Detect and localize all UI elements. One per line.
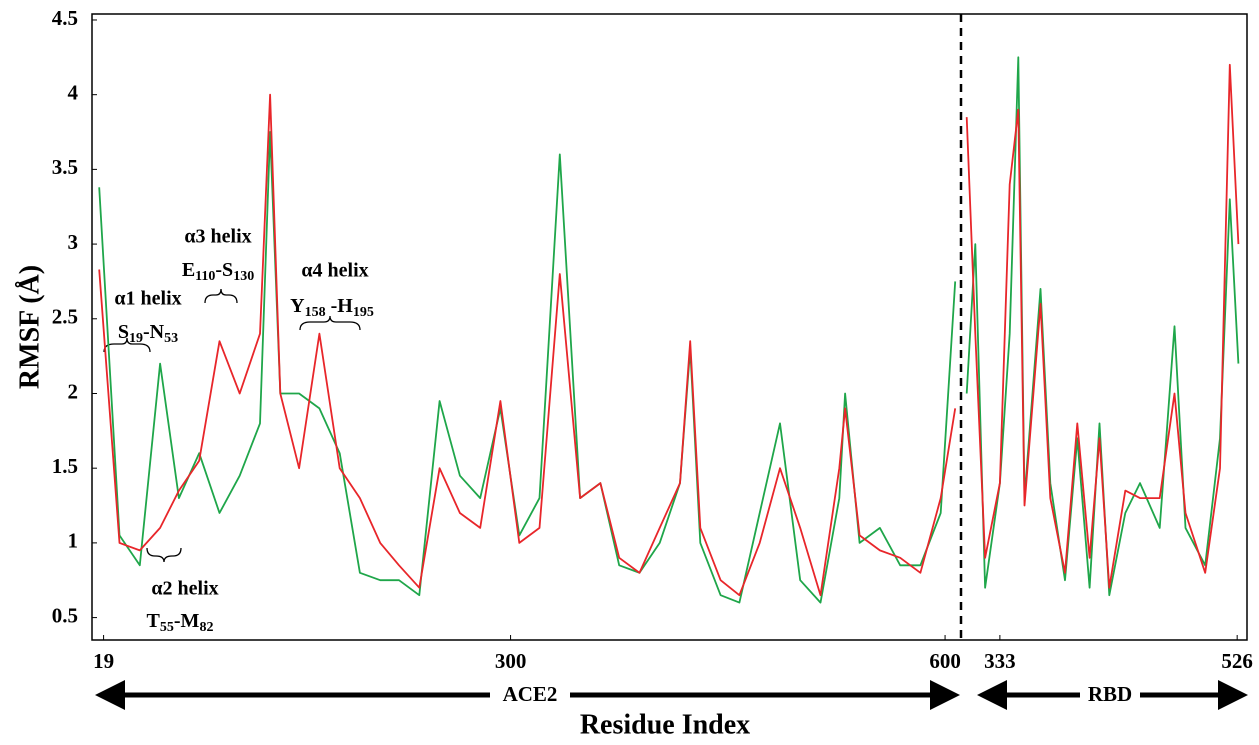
data-line [965,56,1240,597]
plot-frame [91,13,1248,641]
subscript: 82 [199,620,213,635]
range-text: Y [290,295,305,317]
y-axis-title: RMSF (Å) [14,265,45,389]
x-tick-label: 600 [929,649,961,673]
annotation-title: α4 helix [301,260,368,282]
subscript: 55 [160,620,174,635]
region-label: RBD [1088,682,1132,706]
braces [103,288,361,563]
brace [103,337,151,353]
range-text: -M [174,610,200,632]
y-tick-label: 2 [68,379,79,403]
subscript: 130 [233,269,254,284]
range-text: -H [326,295,354,317]
x-tick-label: 300 [495,649,527,673]
x-tick-label: 526 [1221,649,1253,673]
y-tick-label: 2.5 [52,305,78,329]
y-tick-label: 4 [68,80,79,104]
range-text: T [147,610,161,632]
annotation-title: α1 helix [114,288,181,310]
brace [204,288,238,304]
annotation-title: α3 helix [184,226,251,248]
subscript: 110 [195,269,215,284]
x-tick-label: 19 [93,649,114,673]
range-text: S [118,321,129,343]
subscript: 158 [305,305,326,320]
data-line [965,63,1240,589]
y-tick-label: 1.5 [52,454,78,478]
data-line [98,93,957,597]
brace [299,315,361,331]
annotation-range: Y158 -H195 [290,295,374,321]
range-text: -N [143,321,165,343]
annotation-range: S19-N53 [118,321,178,347]
label-bg [1080,680,1140,710]
y-tick-label: 4.5 [52,6,78,30]
data-line [98,131,957,604]
subscript: 53 [164,331,178,346]
range-text: E [182,259,195,281]
annotation-range: T55-M82 [147,610,214,636]
y-tick-label: 0.5 [52,603,78,627]
y-tick-label: 3.5 [52,155,78,179]
y-tick-label: 1 [68,529,79,553]
region-label: ACE2 [503,682,558,706]
annotation-title: α2 helix [151,578,218,600]
brace [146,547,182,563]
y-tick-label: 3 [68,230,79,254]
subscript: 19 [129,331,143,346]
annotation-range: E110-S130 [182,259,254,285]
x-axis-title: Residue Index [580,709,750,740]
x-tick-label: 333 [984,649,1016,673]
range-text: -S [215,259,233,281]
subscript: 195 [353,305,374,320]
label-bg [490,680,570,710]
